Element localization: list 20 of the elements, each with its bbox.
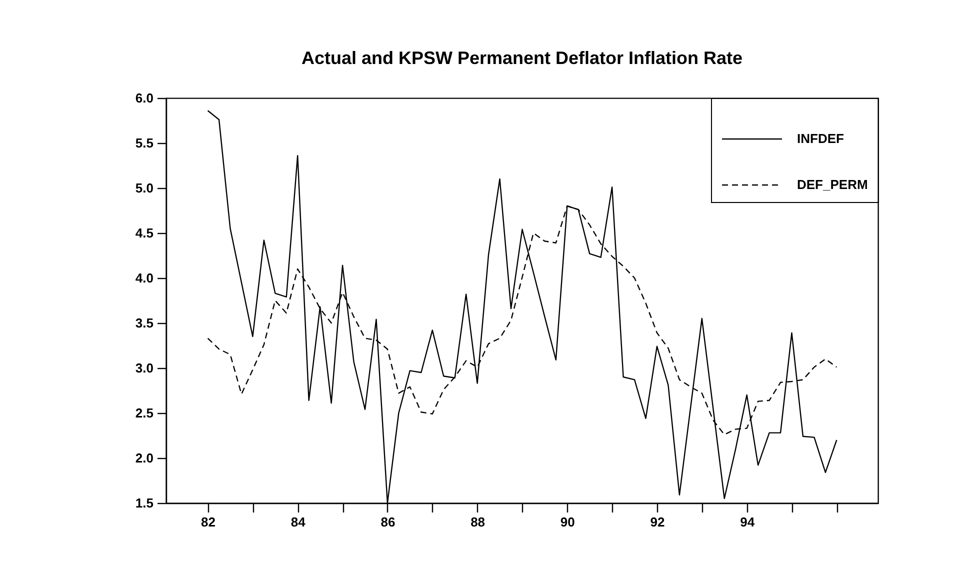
y-tick-label: 2.5: [135, 406, 154, 420]
legend-label: INFDEF: [797, 131, 844, 146]
x-tick-label: 88: [470, 514, 486, 530]
y-tick-label: 6.0: [135, 90, 154, 106]
x-tick-label: 92: [650, 514, 665, 530]
y-tick-label: 5.5: [135, 136, 154, 150]
y-tick-label: 3.5: [135, 316, 154, 330]
x-tick-label: 90: [560, 514, 575, 530]
x-tick-label: 84: [290, 514, 306, 530]
y-tick-label: 3.0: [135, 360, 154, 376]
y-tick-label: 4.5: [135, 226, 154, 240]
y-tick-label: 2.0: [135, 450, 154, 466]
chart-title: Actual and KPSW Permanent Deflator Inflation Rate: [301, 48, 743, 68]
legend-label: DEF_PERM: [797, 177, 868, 192]
x-tick-label: 82: [201, 514, 216, 530]
x-tick-label: 86: [380, 514, 396, 530]
x-tick-label: 94: [740, 514, 756, 530]
y-tick-label: 4.0: [135, 270, 154, 286]
y-tick-label: 5.0: [135, 180, 154, 196]
y-tick-label: 1.5: [135, 496, 154, 510]
